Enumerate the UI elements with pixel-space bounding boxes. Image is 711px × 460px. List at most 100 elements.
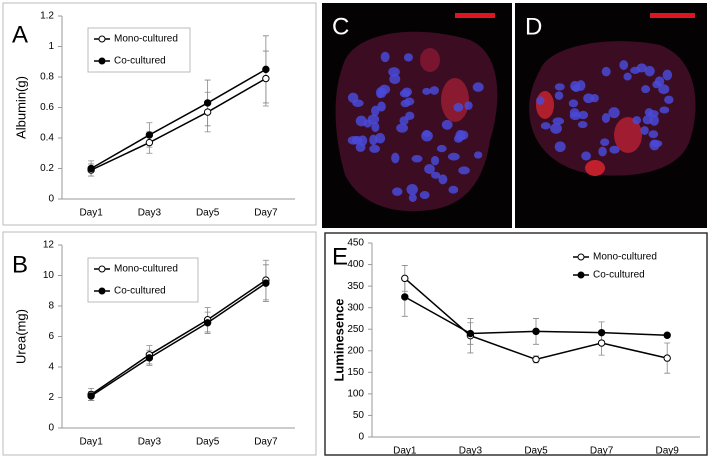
nucleus [601,66,611,77]
x-tick-label: Day1 [79,208,103,219]
y-tick-label: 6 [48,331,54,342]
x-tick-label: Day7 [590,446,614,457]
nucleus [377,101,386,112]
nucleus [371,122,380,133]
legend-label: Mono-cultured [114,34,178,45]
y-tick-label: 450 [347,238,364,249]
nucleus [623,72,632,81]
nucleus [554,91,564,100]
scale-bar [650,13,695,18]
nucleus [392,187,403,196]
y-tick-label: 100 [347,389,364,400]
point [262,279,270,287]
y-tick-label: 8 [48,301,54,312]
red-region [536,91,554,119]
nucleus [641,85,651,94]
point [87,164,95,173]
point [401,293,409,301]
x-tick-label: Day3 [138,437,162,448]
nucleus [569,112,581,121]
y-tick-label: 0.2 [40,163,54,174]
panel-letter: E [332,243,348,270]
nucleus [659,106,670,114]
y-tick-label: 0.4 [40,133,54,144]
nucleus [540,122,551,130]
y-tick-label: 200 [347,345,364,356]
y-tick-label: 50 [353,410,365,421]
nucleus [357,135,368,147]
y-tick-label: 0.6 [40,102,54,113]
x-tick-label: Day3 [459,446,483,457]
nucleus [581,151,592,161]
nucleus [371,105,380,117]
nucleus [399,116,409,126]
x-tick-label: Day7 [254,208,278,219]
nucleus [367,114,380,125]
nucleus [577,121,588,129]
y-tick-label: 4 [48,362,54,373]
x-tick-label: Day5 [196,437,220,448]
nucleus [389,74,401,85]
point [203,108,212,116]
micrograph-c: C [322,3,512,228]
series-line [90,77,267,171]
nucleus [438,174,448,185]
nucleus [664,95,674,104]
nucleus [583,93,594,104]
nucleus [448,185,459,194]
nucleus [644,65,655,77]
point [87,392,95,400]
nucleus [619,60,629,70]
point [663,331,671,339]
nucleus [662,69,673,81]
nucleus [554,83,565,91]
legend-marker [577,271,585,279]
nucleus [630,66,641,74]
nucleus [430,155,440,166]
point [145,354,154,362]
nucleus [632,116,642,125]
point [532,355,540,364]
nucleus [600,138,610,147]
x-tick-label: Day9 [656,446,680,457]
x-tick-label: Day5 [196,208,220,219]
nucleus [347,135,360,145]
nucleus [608,107,620,119]
legend-marker [98,35,106,43]
y-tick-label: 0 [48,423,54,434]
y-tick-label: 2 [48,392,54,403]
nucleus [369,144,380,153]
y-axis-title: Albumin(g) [13,76,28,139]
nucleus [598,146,607,157]
nucleus [649,139,660,151]
x-tick-label: Day1 [79,437,103,448]
y-tick-label: 0 [358,432,364,443]
y-tick-label: 400 [347,259,364,270]
nucleus [640,126,649,135]
nucleus [464,101,473,110]
nucleus [453,102,464,112]
legend-label: Co-cultured [593,270,645,281]
red-region [614,117,642,153]
nucleus [447,152,460,161]
y-tick-label: 300 [347,302,364,313]
y-axis-title: Urea(mg) [13,309,28,364]
nucleus [380,51,390,63]
y-tick-label: 350 [347,281,364,292]
legend-label: Mono-cultured [114,264,178,275]
series-line [90,279,267,396]
legend-marker [98,57,106,65]
point [145,138,154,147]
point [597,328,606,337]
point [262,74,270,83]
legend-box [87,257,199,303]
nucleus [411,155,423,163]
legend-label: Co-cultured [114,56,166,67]
nucleus [570,80,581,92]
nucleus [400,99,411,108]
nucleus [568,99,579,108]
nucleus [403,53,413,62]
panel-letter: D [525,13,542,40]
nucleus [458,166,470,175]
nucleus [424,164,435,174]
